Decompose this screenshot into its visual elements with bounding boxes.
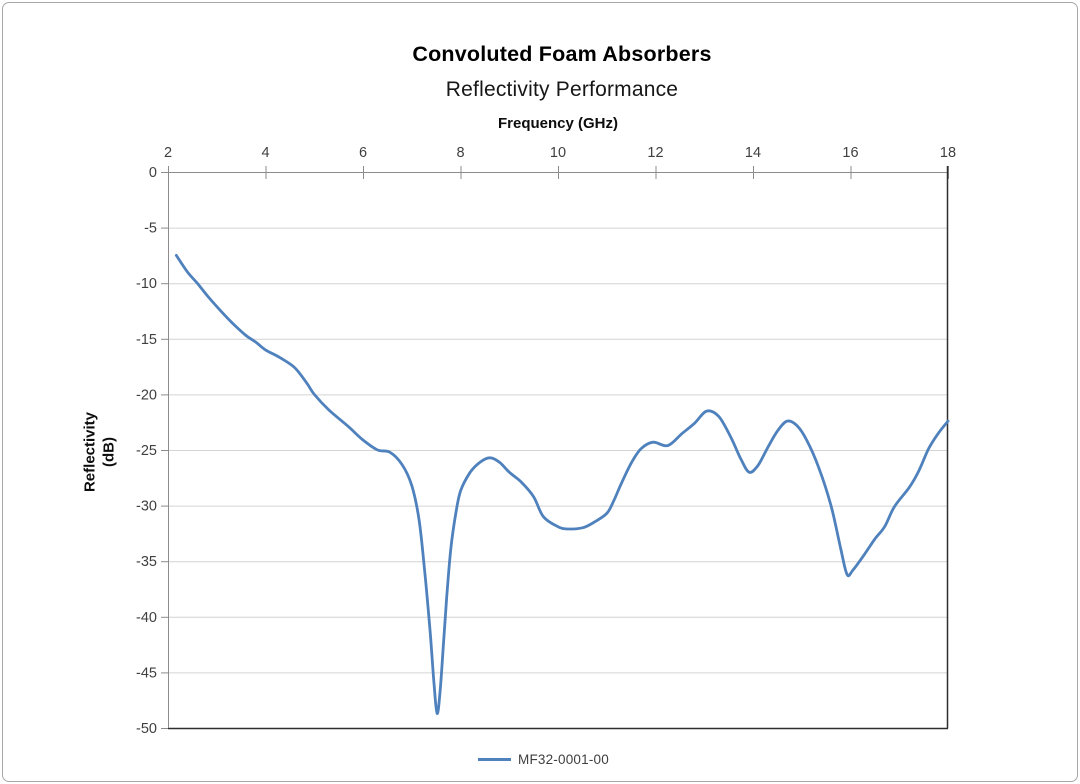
- y-tick-label: 0: [149, 165, 157, 181]
- y-tick-label: -35: [136, 554, 157, 570]
- y-tick-label: -45: [136, 665, 157, 681]
- x-tick-label: 18: [940, 145, 956, 161]
- y-tick-label: -30: [136, 499, 157, 515]
- y-tick-label: -50: [136, 721, 157, 737]
- chart-title: Convoluted Foam Absorbers: [412, 42, 712, 66]
- x-tick-label: 2: [164, 145, 172, 161]
- y-tick-label: -10: [136, 276, 157, 292]
- y-tick-label: -40: [136, 610, 157, 626]
- legend-label: MF32-0001-00: [518, 751, 609, 767]
- y-tick-label: -25: [136, 443, 157, 459]
- y-tick-label: -20: [136, 387, 157, 403]
- legend-line-swatch: [478, 757, 511, 761]
- chart-subtitle: Reflectivity Performance: [445, 78, 679, 101]
- x-tick-label: 14: [745, 145, 761, 161]
- y-tick-label: -15: [136, 332, 157, 348]
- x-tick-label: 4: [261, 145, 269, 161]
- x-tick-label: 16: [842, 145, 858, 161]
- x-tick-label: 10: [550, 145, 566, 161]
- series-line: [174, 254, 950, 715]
- y-tick-label: -5: [144, 221, 157, 237]
- x-axis-title: Frequency (GHz): [497, 115, 618, 132]
- x-tick-label: 8: [456, 145, 464, 161]
- x-tick-label: 12: [647, 145, 663, 161]
- x-tick-label: 6: [359, 145, 367, 161]
- legend: MF32-0001-00: [478, 750, 609, 768]
